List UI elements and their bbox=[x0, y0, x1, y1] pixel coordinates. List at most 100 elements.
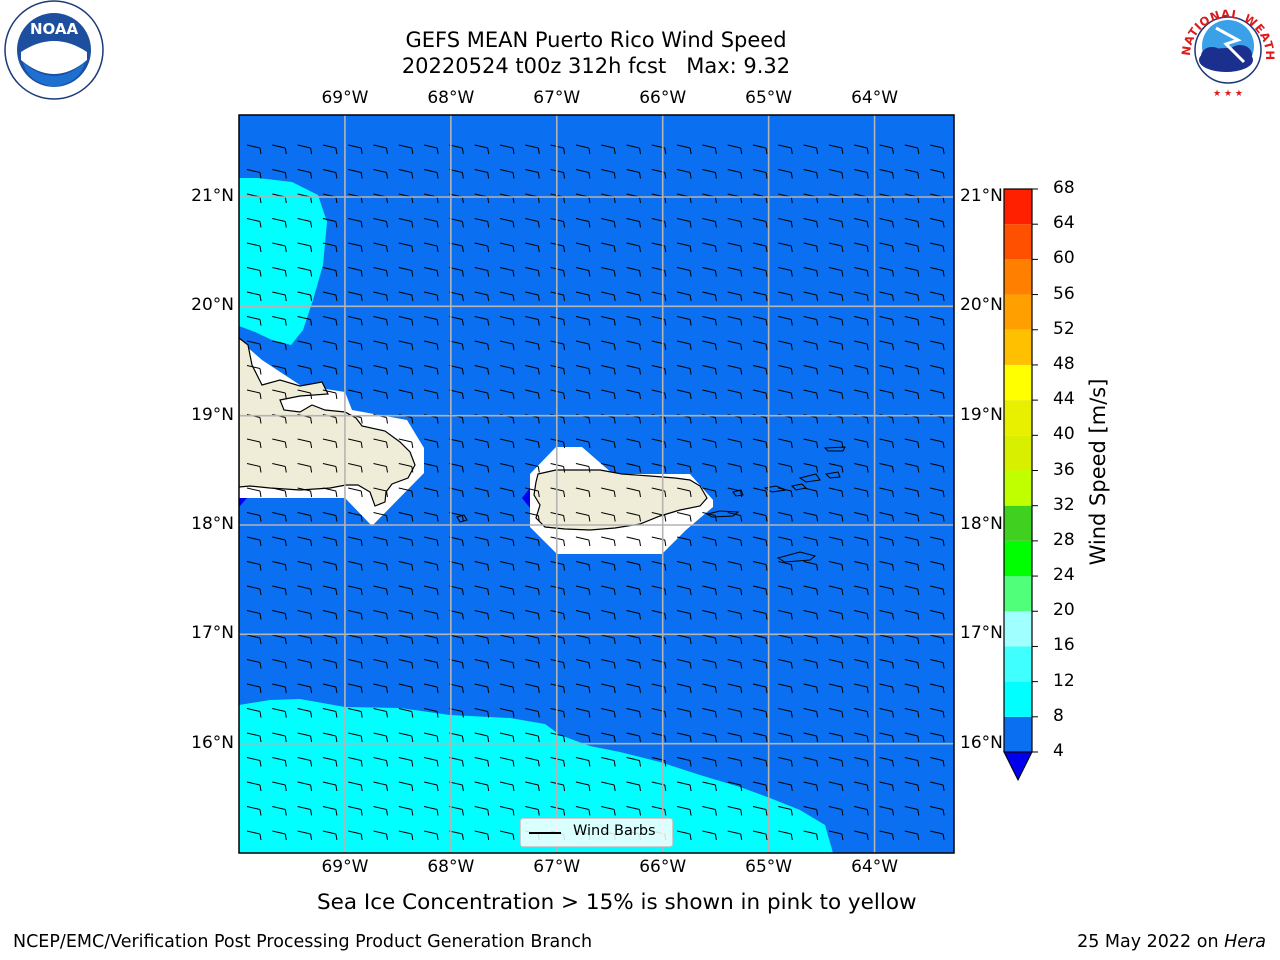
wind-barb bbox=[322, 463, 338, 473]
legend-label: Wind Barbs bbox=[573, 823, 656, 839]
wind-barb bbox=[322, 291, 338, 302]
colorbar-tick-label: 64 bbox=[1053, 213, 1075, 234]
wind-barb bbox=[702, 757, 717, 767]
wind-barb bbox=[828, 487, 844, 498]
colorbar-bin bbox=[1004, 259, 1032, 295]
wind-barb bbox=[904, 659, 920, 669]
wind-barb bbox=[929, 487, 945, 498]
wind-barb bbox=[398, 781, 414, 792]
wind-barb bbox=[879, 830, 894, 841]
lon-label-top: 68°W bbox=[427, 88, 475, 108]
wind-barb bbox=[373, 389, 388, 400]
wind-barb bbox=[575, 389, 591, 400]
wind-barb bbox=[474, 830, 490, 841]
wind-barb bbox=[879, 512, 894, 522]
wind-barb bbox=[929, 781, 945, 792]
lon-label-bottom: 64°W bbox=[851, 857, 899, 877]
wind-barb bbox=[727, 830, 743, 841]
wind-barb bbox=[499, 561, 515, 571]
wind-barb bbox=[525, 365, 540, 375]
colorbar-tick-label: 32 bbox=[1053, 494, 1075, 515]
wind-barb bbox=[879, 610, 894, 620]
wind-barb bbox=[626, 585, 641, 596]
wind-barb bbox=[525, 634, 540, 645]
wind-barb bbox=[601, 561, 616, 571]
wind-barb bbox=[727, 536, 743, 547]
wind-barb bbox=[474, 683, 490, 694]
wind-barb bbox=[272, 806, 287, 816]
wind-barb bbox=[752, 487, 768, 498]
wind-barb bbox=[499, 781, 515, 792]
wind-barb bbox=[373, 708, 388, 718]
wind-barb bbox=[398, 340, 414, 351]
wind-barb bbox=[601, 316, 616, 326]
wind-barb bbox=[499, 389, 515, 400]
wind-barb bbox=[423, 757, 439, 767]
wind-barb bbox=[525, 536, 540, 547]
wind-barb bbox=[752, 512, 768, 522]
wind-barb bbox=[246, 267, 262, 277]
wind-barb bbox=[348, 536, 363, 547]
wind-barb bbox=[904, 683, 920, 694]
wind-barb bbox=[499, 438, 515, 449]
wind-barb bbox=[348, 242, 363, 253]
wind-barb bbox=[348, 683, 363, 694]
colorbar-bin bbox=[1004, 681, 1032, 717]
wind-barb bbox=[929, 512, 945, 522]
wind-barb bbox=[752, 806, 768, 816]
wind-barb bbox=[322, 169, 338, 179]
lat-label-left: 16°N bbox=[191, 732, 234, 753]
wind-barb bbox=[423, 683, 439, 694]
wind-barb bbox=[854, 267, 869, 277]
wind-barb bbox=[525, 316, 540, 326]
wind-barb bbox=[423, 291, 439, 302]
wind-barb bbox=[423, 659, 439, 669]
wind-barb bbox=[601, 732, 616, 743]
wind-barb bbox=[601, 806, 616, 816]
wind-barb bbox=[601, 659, 616, 669]
wind-barb bbox=[879, 536, 894, 547]
wind-barb bbox=[297, 144, 313, 155]
wind-barb bbox=[727, 683, 743, 694]
wind-barb bbox=[575, 683, 591, 694]
wind-barb bbox=[904, 438, 920, 449]
wind-barb bbox=[879, 438, 894, 449]
wind-barb bbox=[525, 806, 540, 816]
lat-label-left: 17°N bbox=[191, 623, 234, 644]
wind-barb bbox=[803, 830, 819, 841]
national-weather-service-logo: NATIONAL WEATHER SERVICE ★ ★ ★ bbox=[1176, 0, 1276, 99]
wind-barb bbox=[752, 340, 768, 351]
wind-barb bbox=[348, 659, 363, 669]
wind-barb bbox=[778, 463, 793, 473]
wind-barb bbox=[246, 365, 262, 375]
wind-barb bbox=[778, 830, 793, 841]
wind-barb bbox=[348, 830, 363, 841]
wind-barb bbox=[626, 316, 641, 326]
wind-barb bbox=[601, 585, 616, 596]
wind-barb bbox=[854, 242, 869, 253]
wind-barb bbox=[525, 610, 540, 620]
wind-barb bbox=[828, 316, 844, 326]
wind-barb bbox=[904, 610, 920, 620]
wind-barb bbox=[297, 561, 313, 571]
wind-barb bbox=[904, 316, 920, 326]
wind-barb bbox=[499, 683, 515, 694]
wind-barb bbox=[803, 757, 819, 767]
wind-barb bbox=[803, 561, 819, 571]
wind-barb bbox=[601, 242, 616, 253]
wind-barb bbox=[348, 169, 363, 179]
wind-barb bbox=[246, 683, 262, 694]
wind-barb bbox=[676, 218, 692, 228]
wind-barb bbox=[752, 389, 768, 400]
wind-barb bbox=[727, 585, 743, 596]
wind-barb bbox=[828, 708, 844, 718]
colorbar-label: Wind Speed [m/s] bbox=[1086, 378, 1110, 566]
wind-barb bbox=[575, 732, 591, 743]
wind-barb bbox=[348, 463, 363, 473]
wind-barb bbox=[499, 291, 515, 302]
wind-barb bbox=[752, 218, 768, 228]
wind-barb bbox=[929, 169, 945, 179]
wind-barb bbox=[803, 585, 819, 596]
wind-barb bbox=[373, 634, 388, 645]
wind-barb bbox=[322, 781, 338, 792]
